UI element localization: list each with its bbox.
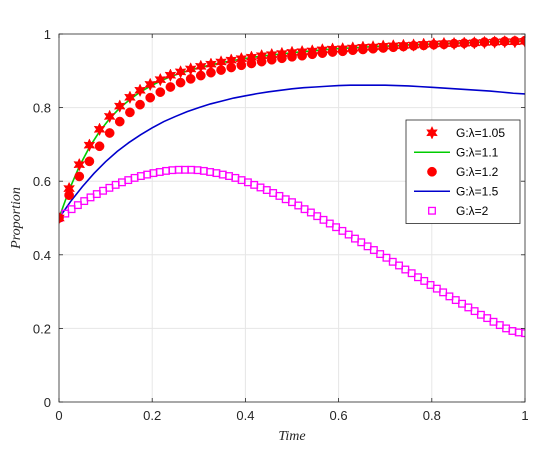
legend-marker-swatch xyxy=(428,206,436,215)
series-line xyxy=(59,84,525,219)
data-point xyxy=(395,261,403,270)
data-point xyxy=(357,238,366,247)
data-point xyxy=(245,50,258,64)
data-point xyxy=(521,329,525,338)
data-point xyxy=(165,82,176,92)
data-point xyxy=(63,181,75,196)
data-point xyxy=(175,77,186,88)
x-tick-label: 0 xyxy=(55,408,62,423)
data-point xyxy=(154,72,167,87)
data-point xyxy=(205,57,217,71)
data-point xyxy=(194,59,207,74)
y-tick-label: 0.8 xyxy=(33,101,51,116)
axis-ticks: 0 0.2 0.4 0.6 0.8 1 0 0.2 0.4 0.6 0.8 1 xyxy=(33,27,529,423)
data-point xyxy=(125,107,135,118)
data-point xyxy=(83,138,96,152)
series-4 xyxy=(59,84,525,219)
data-point xyxy=(114,116,125,127)
data-point xyxy=(144,77,157,92)
legend-label: G:λ=1.2 xyxy=(456,165,499,179)
x-tick-label: 0.2 xyxy=(143,408,161,423)
data-point xyxy=(344,230,353,239)
data-point xyxy=(94,141,105,152)
data-point xyxy=(225,53,238,67)
data-point xyxy=(164,68,177,83)
y-axis-title: Proportion xyxy=(9,187,24,250)
data-point xyxy=(174,65,187,79)
y-tick-label: 1 xyxy=(44,27,51,42)
data-point xyxy=(73,157,86,172)
legend-label: G:λ=1.1 xyxy=(456,145,499,159)
data-point xyxy=(155,87,166,97)
legend-marker-swatch xyxy=(426,125,438,140)
data-point xyxy=(103,109,116,124)
y-tick-label: 0.2 xyxy=(33,321,51,336)
data-point xyxy=(59,211,65,225)
data-point xyxy=(145,92,156,103)
data-point xyxy=(407,269,416,278)
series-group xyxy=(59,34,525,338)
data-point xyxy=(74,171,85,182)
legend-item: G:λ=1.05 xyxy=(426,125,505,140)
series-1 xyxy=(59,34,525,225)
data-point xyxy=(439,288,448,297)
data-point xyxy=(382,253,391,262)
data-point xyxy=(215,55,227,69)
data-point xyxy=(61,209,70,218)
legend: G:λ=1.05 G:λ=1.1 G:λ=1.2 G:λ=1.5 G:λ=2 xyxy=(405,119,521,224)
y-tick-label: 0 xyxy=(44,395,51,410)
data-point xyxy=(369,246,378,254)
plot-frame xyxy=(58,33,526,403)
x-tick-label: 0.6 xyxy=(330,408,348,423)
legend-item: G:λ=2 xyxy=(428,204,489,218)
data-point xyxy=(84,156,95,167)
x-tick-label: 1 xyxy=(521,408,528,423)
legend-item: G:λ=1.2 xyxy=(427,165,499,179)
data-point xyxy=(104,128,115,138)
y-tick-label: 0.6 xyxy=(33,174,51,189)
data-point xyxy=(67,205,76,214)
legend-marker-swatch xyxy=(427,166,437,177)
data-point xyxy=(135,99,145,110)
x-tick-label: 0.8 xyxy=(423,408,441,423)
data-point xyxy=(184,62,197,76)
x-tick-label: 0.4 xyxy=(236,408,254,423)
legend-item: G:λ=1.1 xyxy=(414,145,499,159)
y-tick-label: 0.4 xyxy=(33,248,51,263)
legend-item: G:λ=1.5 xyxy=(414,184,499,198)
legend-label: G:λ=2 xyxy=(456,204,489,218)
data-point xyxy=(235,51,248,66)
x-axis-title: Time xyxy=(278,429,305,444)
data-point xyxy=(73,201,82,210)
data-point xyxy=(93,122,106,137)
data-point xyxy=(124,90,136,105)
legend-label: G:λ=1.5 xyxy=(456,184,499,198)
legend-box xyxy=(405,119,521,224)
data-point xyxy=(420,276,429,285)
legend-label: G:λ=1.05 xyxy=(456,126,505,140)
data-point xyxy=(113,99,126,113)
data-point xyxy=(519,34,525,49)
